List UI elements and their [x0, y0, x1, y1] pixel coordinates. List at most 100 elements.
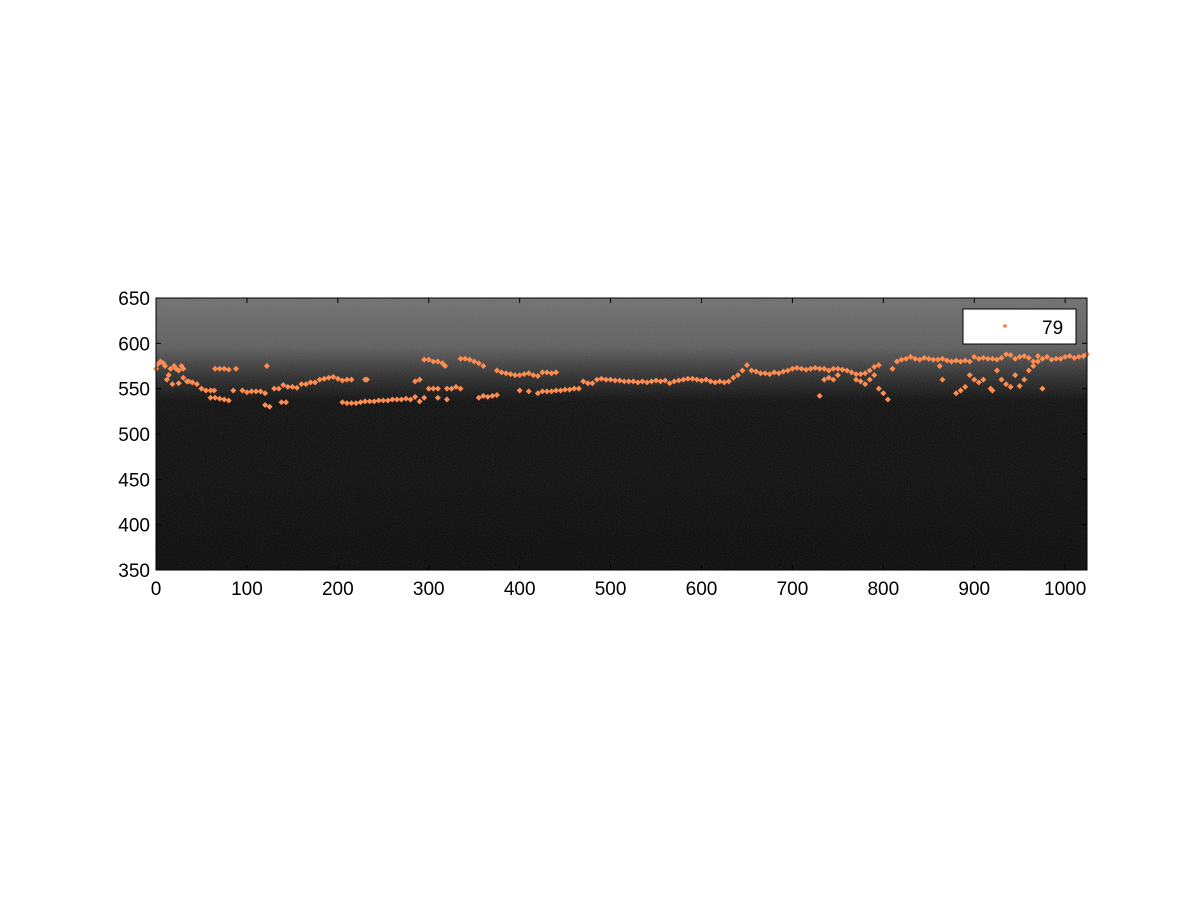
- x-tick-label: 800: [867, 579, 899, 600]
- data-point: [593, 376, 600, 383]
- legend-marker: [1002, 323, 1008, 329]
- data-point: [216, 365, 223, 372]
- legend-label: 79: [1042, 318, 1063, 339]
- data-point: [712, 379, 719, 386]
- data-point: [371, 398, 378, 405]
- x-tick-label: 100: [231, 579, 263, 600]
- data-point: [816, 365, 823, 372]
- data-point: [739, 367, 746, 374]
- data-point: [625, 378, 632, 385]
- data-point: [211, 387, 218, 394]
- data-point: [993, 367, 1000, 374]
- data-point: [283, 399, 290, 406]
- data-point: [748, 367, 755, 374]
- data-point: [203, 387, 210, 394]
- data-point: [1021, 376, 1028, 383]
- data-point: [484, 393, 491, 400]
- data-point: [180, 374, 187, 381]
- data-point: [498, 369, 505, 376]
- data-point: [221, 365, 228, 372]
- data-point: [930, 356, 937, 363]
- data-point: [443, 385, 450, 392]
- x-tick-label: 700: [777, 579, 809, 600]
- data-point: [275, 385, 282, 392]
- scatter-points: [153, 351, 1090, 410]
- data-point: [1016, 382, 1023, 389]
- data-point: [807, 365, 814, 372]
- data-point: [966, 358, 973, 365]
- data-point: [557, 387, 564, 394]
- data-point: [793, 364, 800, 371]
- data-point: [430, 385, 437, 392]
- data-point: [753, 368, 760, 375]
- data-point: [912, 355, 919, 362]
- data-point: [421, 356, 428, 363]
- data-point: [380, 397, 387, 404]
- data-point: [825, 367, 832, 374]
- data-point: [639, 378, 646, 385]
- data-point: [607, 376, 614, 383]
- data-point: [616, 377, 623, 384]
- data-point: [503, 370, 510, 377]
- data-point: [543, 388, 550, 395]
- data-point: [434, 385, 441, 392]
- data-point: [966, 372, 973, 379]
- data-point: [953, 390, 960, 397]
- data-point: [334, 375, 341, 382]
- data-point: [534, 390, 541, 397]
- data-point: [980, 354, 987, 361]
- data-point: [389, 396, 396, 403]
- data-point: [1034, 353, 1041, 360]
- data-point: [971, 376, 978, 383]
- data-point: [762, 370, 769, 377]
- data-point: [980, 376, 987, 383]
- x-tick-label: 300: [413, 579, 445, 600]
- data-point: [189, 379, 196, 386]
- data-point: [957, 387, 964, 394]
- data-point: [843, 367, 850, 374]
- data-point: [442, 363, 449, 369]
- data-point: [316, 376, 323, 383]
- data-point: [1016, 353, 1023, 360]
- data-point: [925, 355, 932, 362]
- data-point: [680, 376, 687, 383]
- data-point: [657, 378, 664, 385]
- data-point: [493, 367, 500, 374]
- data-point: [803, 366, 810, 373]
- data-point: [366, 398, 373, 405]
- data-point: [571, 385, 578, 392]
- data-point: [453, 383, 460, 390]
- data-point: [480, 392, 487, 399]
- y-tick-label: 500: [118, 425, 150, 446]
- data-point: [916, 356, 923, 363]
- data-point: [207, 387, 214, 394]
- data-point: [507, 371, 514, 378]
- data-point: [298, 381, 305, 388]
- data-point: [271, 385, 278, 392]
- data-point: [662, 377, 669, 384]
- data-point: [384, 397, 391, 404]
- data-point: [862, 381, 869, 388]
- data-point: [434, 394, 441, 401]
- x-tick-label: 400: [504, 579, 536, 600]
- data-point: [165, 372, 172, 379]
- data-point: [780, 368, 787, 375]
- data-point: [289, 383, 296, 390]
- data-point: [889, 365, 896, 372]
- data-point: [993, 356, 1000, 363]
- y-tick-label: 550: [118, 380, 150, 401]
- data-point: [353, 400, 360, 407]
- data-point: [834, 372, 841, 379]
- data-point: [953, 357, 960, 364]
- data-point: [207, 394, 214, 401]
- data-point: [398, 396, 405, 403]
- data-point: [221, 396, 228, 403]
- data-point: [1030, 358, 1037, 365]
- data-point: [757, 370, 764, 377]
- data-point: [543, 369, 550, 376]
- data-point: [634, 379, 641, 386]
- data-point: [239, 387, 246, 394]
- data-point: [216, 395, 223, 402]
- data-point: [278, 399, 285, 406]
- data-point: [471, 358, 478, 365]
